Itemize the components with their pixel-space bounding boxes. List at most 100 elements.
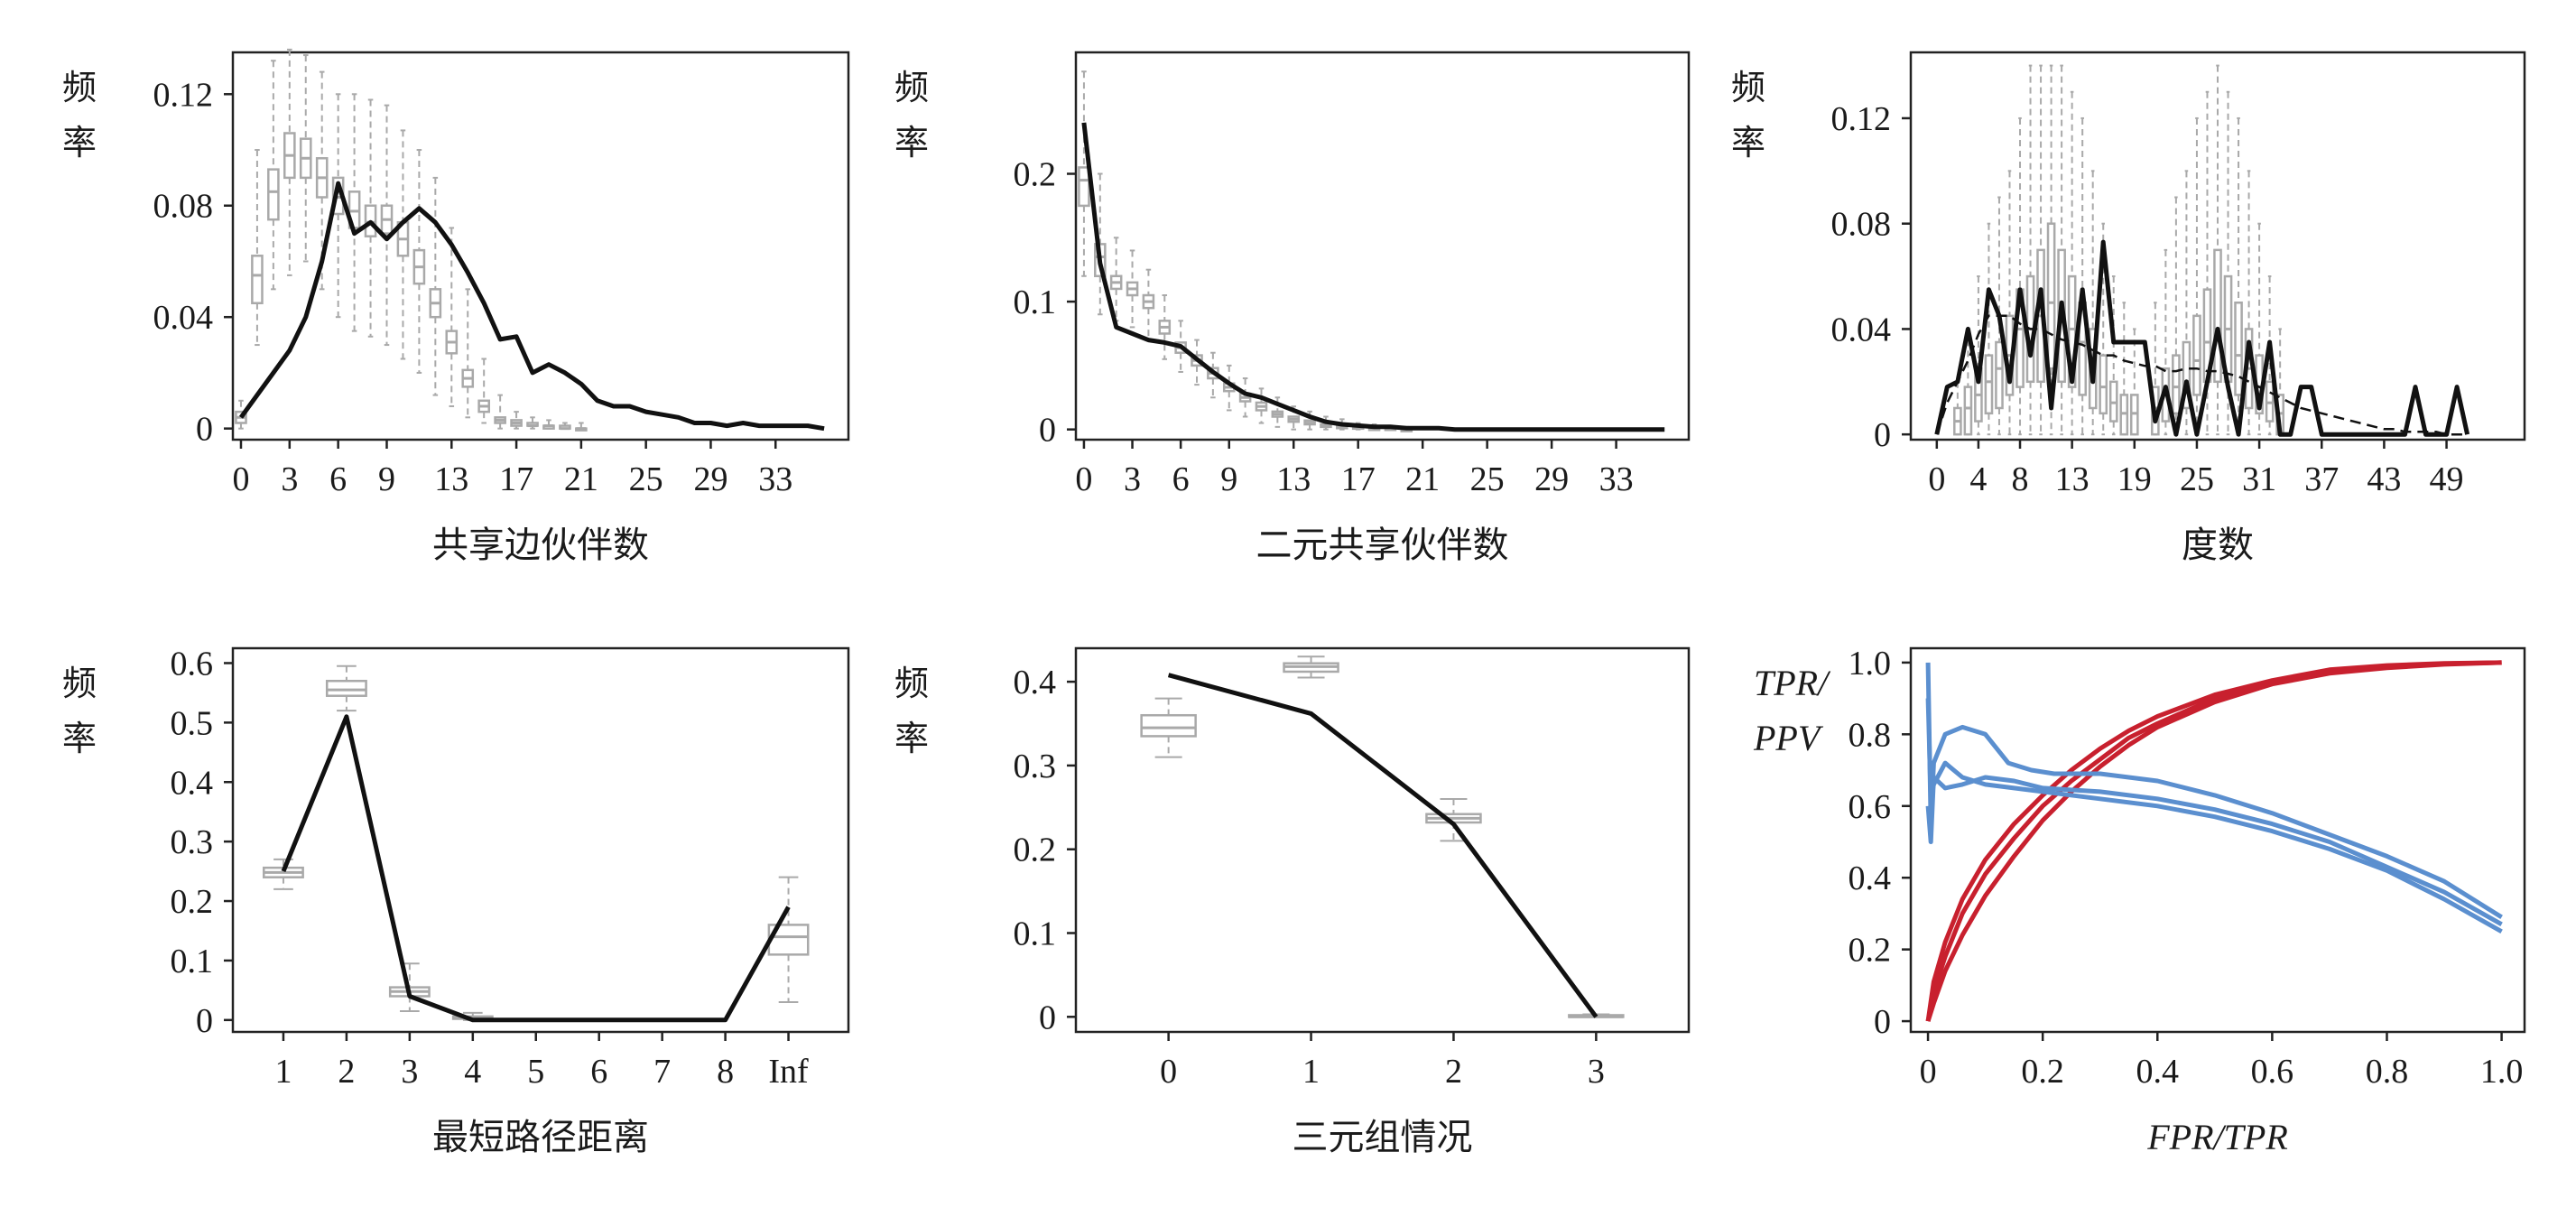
y-tick-label: 0.4 (171, 764, 214, 802)
y-tick-label: 0.2 (1014, 156, 1057, 194)
boxplot (1425, 798, 1482, 842)
y-axis-label: TPR/ (1754, 663, 1831, 703)
y-tick-label: 0 (1874, 416, 1891, 454)
boxplot (2108, 275, 2118, 436)
x-tick-label: 49 (2430, 460, 2464, 498)
box (2213, 248, 2222, 384)
x-tick-label: 0.2 (2021, 1053, 2064, 1091)
box (2234, 301, 2243, 396)
x-tick-label: 6 (590, 1053, 607, 1091)
y-axis-label: PPV (1753, 718, 1824, 758)
boxplot (2005, 170, 2015, 436)
y-axis-label: 率 (894, 123, 929, 163)
y-tick-label: 0 (1039, 999, 1056, 1036)
boxplot (2129, 328, 2139, 436)
box (325, 679, 367, 697)
x-tick-label: 13 (434, 460, 468, 498)
x-tick-label: 25 (2180, 460, 2214, 498)
boxplot (1271, 396, 1284, 428)
boxplot (2078, 116, 2087, 436)
y-axis-label: 频 (894, 664, 929, 703)
y-tick-label: 0.1 (171, 943, 214, 980)
x-tick-label: 21 (1405, 460, 1440, 498)
x-tick-label: 7 (653, 1053, 671, 1091)
x-tick-label: 0 (232, 460, 249, 498)
boxplot (2244, 170, 2254, 436)
boxplot (1974, 275, 1983, 436)
x-tick-label: 0 (1075, 460, 1092, 498)
box (251, 255, 264, 305)
plot-frame (1909, 51, 2526, 441)
x-tick-label: 3 (1588, 1053, 1605, 1091)
boxplot (1158, 294, 1172, 360)
boxplot (575, 422, 588, 432)
y-tick-label: 0 (1039, 412, 1056, 450)
boxplot (2088, 170, 2098, 436)
boxplot (477, 358, 490, 424)
boxplot (2025, 64, 2035, 436)
y-tick-label: 0.04 (1831, 311, 1892, 348)
box (2172, 354, 2181, 415)
y-tick-label: 0.2 (1849, 932, 1892, 970)
box (1995, 340, 2004, 410)
boxplot (1283, 655, 1339, 679)
boxplot (2265, 275, 2275, 436)
boxplot (1320, 415, 1332, 431)
boxplot (2234, 116, 2243, 436)
boxplot (299, 54, 312, 263)
x-tick-label: 3 (1124, 460, 1141, 498)
x-tick-label: 33 (1599, 460, 1634, 498)
boxplot (2172, 196, 2181, 436)
x-axis-label: FPR/TPR (2146, 1117, 2288, 1157)
y-tick-label: 1.0 (1849, 645, 1892, 683)
panel-p4: 0 0.1 0.2 0.3 0.4 0.5 0.6 1 2 3 4 5 6 7 8 Inf 最短路径距离 频率 (62, 645, 850, 1158)
x-tick-label: 9 (1220, 460, 1237, 498)
x-tick-label: 25 (1470, 460, 1505, 498)
x-tick-label: 37 (2304, 460, 2339, 498)
x-tick-label: 1 (274, 1053, 292, 1091)
x-tick-label: 17 (1341, 460, 1376, 498)
boxplot (2192, 116, 2201, 436)
x-tick-label: 43 (2367, 460, 2401, 498)
boxplot (445, 227, 459, 407)
x-tick-label: 3 (401, 1053, 418, 1091)
boxplot (2119, 302, 2129, 436)
box (2067, 274, 2077, 388)
x-tick-label: 0 (1920, 1053, 1937, 1091)
y-tick-label: 0.8 (1849, 716, 1892, 754)
x-tick-label: 0 (1928, 460, 1945, 498)
x-tick-label: 8 (717, 1053, 734, 1091)
boxplot (1140, 697, 1197, 758)
x-tick-label: 0.8 (2366, 1053, 2409, 1091)
x-tick-label: 2 (1445, 1053, 1462, 1091)
y-axis-label: 频 (894, 68, 929, 107)
y-axis-label: 率 (62, 719, 97, 758)
y-tick-label: 0 (196, 1002, 213, 1040)
x-tick-label: 25 (629, 460, 663, 498)
x-axis-label: 最短路径距离 (432, 1117, 649, 1158)
boxplot (1142, 268, 1155, 341)
boxplot (412, 149, 426, 374)
y-tick-label: 0.3 (1014, 748, 1057, 785)
boxplot (263, 858, 304, 890)
boxplot (364, 98, 377, 338)
x-axis-label: 度数 (2182, 525, 2254, 566)
x-tick-label: 4 (464, 1053, 481, 1091)
boxplot (429, 176, 442, 396)
x-tick-label: 0.6 (2251, 1053, 2294, 1091)
y-axis-label: 频 (62, 664, 97, 703)
boxplot (235, 399, 247, 430)
boxplot (542, 419, 555, 430)
precision-curve (1925, 775, 2503, 926)
boxplot (1238, 377, 1252, 418)
y-tick-label: 0.12 (1831, 100, 1892, 138)
observed-line (1167, 673, 1598, 1018)
roc-curve (1925, 660, 2502, 1022)
y-tick-label: 0.08 (153, 188, 214, 226)
x-tick-label: 31 (2242, 460, 2276, 498)
boxplot (251, 149, 264, 347)
x-tick-label: 1 (1302, 1053, 1320, 1091)
boxplot (494, 394, 506, 430)
boxplot (2213, 64, 2222, 436)
